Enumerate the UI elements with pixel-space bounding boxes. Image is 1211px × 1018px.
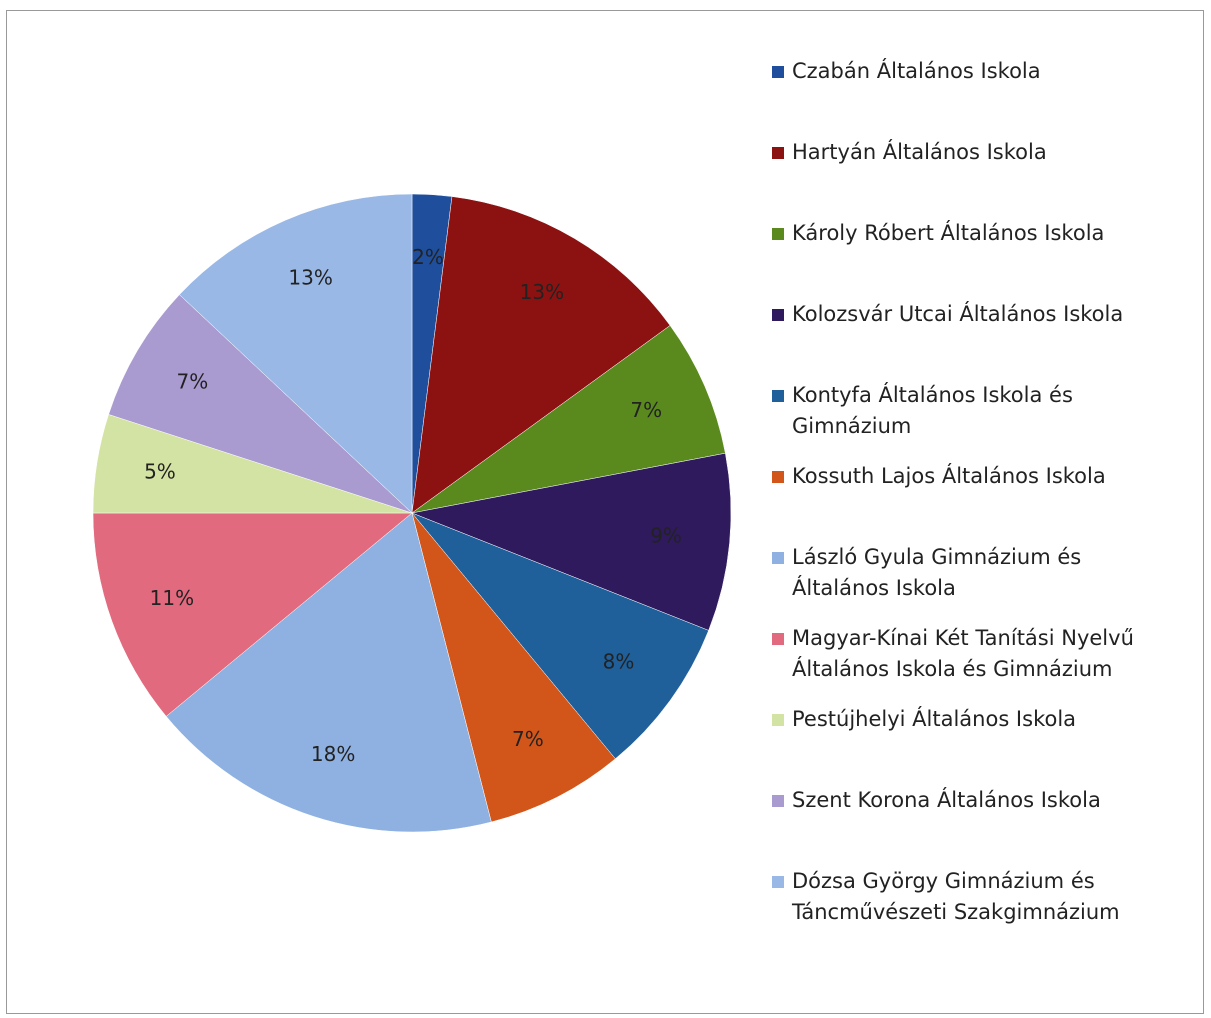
legend-label: Kontyfa Általános Iskola és Gimnázium xyxy=(792,383,1073,438)
legend-item: Kossuth Lajos Általános Iskola xyxy=(772,461,1152,492)
legend-swatch xyxy=(772,714,784,726)
legend-label: Czabán Általános Iskola xyxy=(792,59,1041,83)
legend-item: Czabán Általános Iskola xyxy=(772,56,1152,87)
legend-item: László Gyula Gimnázium és Általános Isko… xyxy=(772,542,1152,604)
data-label: 13% xyxy=(288,265,332,289)
legend-swatch xyxy=(772,471,784,483)
legend-item: Kolozsvár Utcai Általános Iskola xyxy=(772,299,1152,330)
legend-swatch xyxy=(772,633,784,645)
data-label: 2% xyxy=(412,245,444,269)
legend-swatch xyxy=(772,66,784,78)
pie-slice xyxy=(108,294,413,514)
data-label: 7% xyxy=(512,727,544,751)
legend-label: Kossuth Lajos Általános Iskola xyxy=(792,464,1106,488)
legend-label: Hartyán Általános Iskola xyxy=(792,140,1047,164)
data-label: 8% xyxy=(603,650,635,674)
data-label: 11% xyxy=(150,586,194,610)
legend-swatch xyxy=(772,876,784,888)
pie-slice xyxy=(92,512,413,717)
legend-swatch xyxy=(772,309,784,321)
pie-slice xyxy=(411,452,732,631)
legend-label: Szent Korona Általános Iskola xyxy=(792,788,1101,812)
legend-item: Hartyán Általános Iskola xyxy=(772,137,1152,168)
pie-slice xyxy=(411,512,616,823)
legend-swatch xyxy=(772,795,784,807)
pie-slice xyxy=(411,325,726,514)
legend-label: Kolozsvár Utcai Általános Iskola xyxy=(792,302,1124,326)
legend-item: Pestújhelyi Általános Iskola xyxy=(772,704,1152,735)
pie-slice xyxy=(411,196,671,514)
legend-swatch xyxy=(772,552,784,564)
data-label: 5% xyxy=(144,460,176,484)
legend-label: László Gyula Gimnázium és Általános Isko… xyxy=(792,545,1082,600)
legend-item: Magyar-Kínai Két Tanítási Nyelvű Általán… xyxy=(772,623,1152,685)
data-label: 13% xyxy=(520,280,564,304)
pie-slice xyxy=(179,193,413,514)
chart-frame xyxy=(6,10,1204,1014)
legend-label: Dózsa György Gimnázium és Táncművészeti … xyxy=(792,869,1120,924)
legend-item: Dózsa György Gimnázium és Táncművészeti … xyxy=(772,866,1152,928)
pie-slice xyxy=(411,512,709,760)
data-label: 7% xyxy=(176,370,208,394)
data-label: 9% xyxy=(650,524,682,548)
data-label: 7% xyxy=(630,398,662,422)
legend-item: Károly Róbert Általános Iskola xyxy=(772,218,1152,249)
data-label: 18% xyxy=(311,742,355,766)
legend-label: Károly Róbert Általános Iskola xyxy=(792,221,1105,245)
legend-label: Pestújhelyi Általános Iskola xyxy=(792,707,1077,731)
legend-swatch xyxy=(772,147,784,159)
legend-item: Kontyfa Általános Iskola és Gimnázium xyxy=(772,380,1152,442)
legend-label: Magyar-Kínai Két Tanítási Nyelvű Általán… xyxy=(792,626,1134,681)
legend-item: Szent Korona Általános Iskola xyxy=(772,785,1152,816)
legend-swatch xyxy=(772,228,784,240)
legend-swatch xyxy=(772,390,784,402)
pie-slice xyxy=(165,512,492,833)
